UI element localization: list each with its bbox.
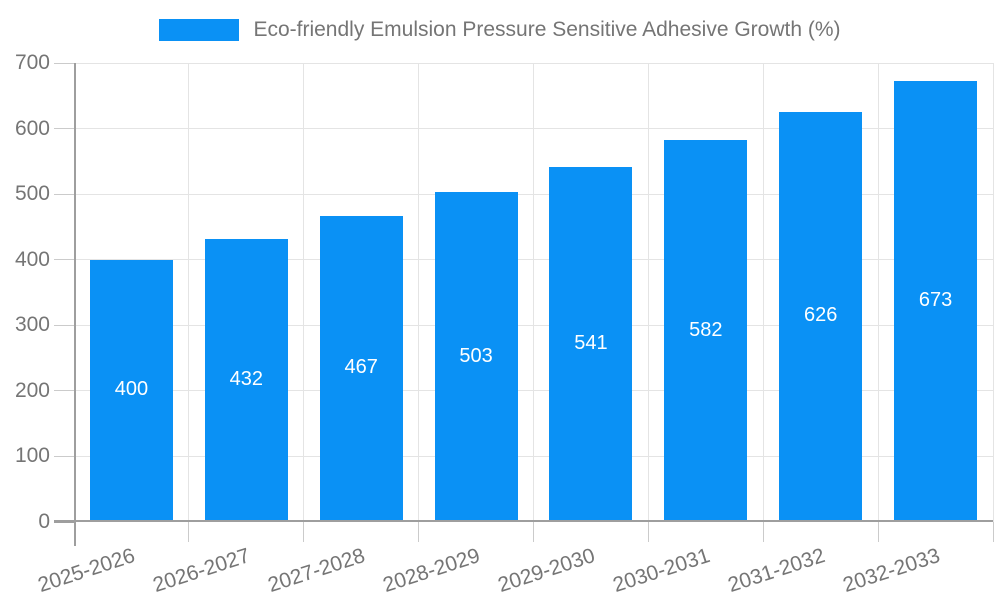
x-axis-tick bbox=[762, 522, 764, 542]
x-axis-tick bbox=[188, 522, 190, 542]
x-axis-line bbox=[54, 520, 993, 522]
bar-2032-2033[interactable]: 673 bbox=[894, 80, 978, 520]
y-axis-tick bbox=[54, 390, 74, 392]
bar-2027-2028[interactable]: 467 bbox=[319, 215, 403, 520]
gridline-v bbox=[762, 63, 764, 522]
gridline-v bbox=[647, 63, 649, 522]
gridline-v bbox=[877, 63, 879, 522]
bar-2028-2029[interactable]: 503 bbox=[434, 192, 518, 520]
legend: Eco-friendly Emulsion Pressure Sensitive… bbox=[0, 18, 1000, 42]
x-axis-tick bbox=[303, 522, 305, 542]
bar-value-label: 541 bbox=[574, 332, 608, 355]
y-axis-tick-label: 100 bbox=[14, 444, 50, 468]
bar-2026-2027[interactable]: 432 bbox=[204, 238, 288, 520]
x-axis-category-label: 2032-2033 bbox=[839, 544, 943, 597]
bar-value-label: 673 bbox=[918, 288, 953, 311]
bar-value-label: 626 bbox=[804, 304, 838, 327]
legend-label: Eco-friendly Emulsion Pressure Sensitive… bbox=[253, 18, 841, 41]
x-axis-category-label: 2027-2028 bbox=[265, 544, 368, 597]
bar-value-label: 467 bbox=[344, 356, 378, 379]
y-axis-tick bbox=[54, 193, 74, 195]
x-axis-tick bbox=[877, 522, 879, 542]
x-axis-category-label: 2025-2026 bbox=[35, 544, 139, 597]
y-axis-tick-label: 600 bbox=[14, 116, 50, 140]
y-axis-tick-label: 200 bbox=[14, 378, 50, 402]
plot-area: 0 100 200 300 400 500 600 700 400 432 467 503 541 582… bbox=[15, 51, 994, 597]
gridline-v bbox=[992, 63, 994, 522]
legend-item[interactable]: Eco-friendly Emulsion Pressure Sensitive… bbox=[159, 18, 841, 42]
x-axis-category-label: 2026-2027 bbox=[150, 544, 254, 597]
y-axis-tick-label: 300 bbox=[14, 313, 50, 337]
y-axis-tick-label: 700 bbox=[14, 51, 50, 74]
x-axis-category-label: 2028-2029 bbox=[380, 544, 483, 597]
x-axis-category-label: 2030-2031 bbox=[609, 544, 713, 597]
y-axis-tick bbox=[54, 128, 74, 130]
gridline-v bbox=[188, 63, 190, 522]
gridline-v bbox=[303, 63, 305, 522]
gridline-v bbox=[418, 63, 420, 522]
x-axis-tick bbox=[533, 522, 534, 542]
x-axis-tick bbox=[418, 522, 420, 542]
y-axis-tick-label: 400 bbox=[14, 247, 50, 271]
y-axis-tick-label: 0 bbox=[38, 510, 50, 533]
x-axis-category-label: 2031-2032 bbox=[724, 544, 828, 597]
bar-value-label: 503 bbox=[459, 344, 493, 367]
bar-2030-2031[interactable]: 582 bbox=[664, 140, 748, 520]
y-axis-tick bbox=[54, 455, 74, 457]
y-axis-tick bbox=[54, 324, 74, 326]
gridline-v bbox=[533, 63, 534, 522]
y-axis-tick bbox=[54, 521, 74, 523]
bar-2031-2032[interactable]: 626 bbox=[779, 111, 863, 520]
x-axis-category-label: 2029-2030 bbox=[495, 544, 598, 597]
y-axis-tick-label: 500 bbox=[14, 182, 50, 206]
bar-value-label: 432 bbox=[229, 367, 263, 390]
x-axis-tick bbox=[647, 522, 649, 542]
x-axis-tick bbox=[992, 522, 994, 542]
bar-2029-2030[interactable]: 541 bbox=[549, 167, 633, 520]
y-axis-tick bbox=[54, 259, 74, 261]
bar-2025-2026[interactable]: 400 bbox=[89, 259, 173, 520]
y-axis-line bbox=[74, 63, 76, 546]
y-axis-tick bbox=[54, 62, 74, 64]
bar-value-label: 400 bbox=[114, 378, 149, 401]
bar-value-label: 582 bbox=[689, 318, 723, 341]
legend-color-swatch-icon bbox=[159, 19, 240, 41]
